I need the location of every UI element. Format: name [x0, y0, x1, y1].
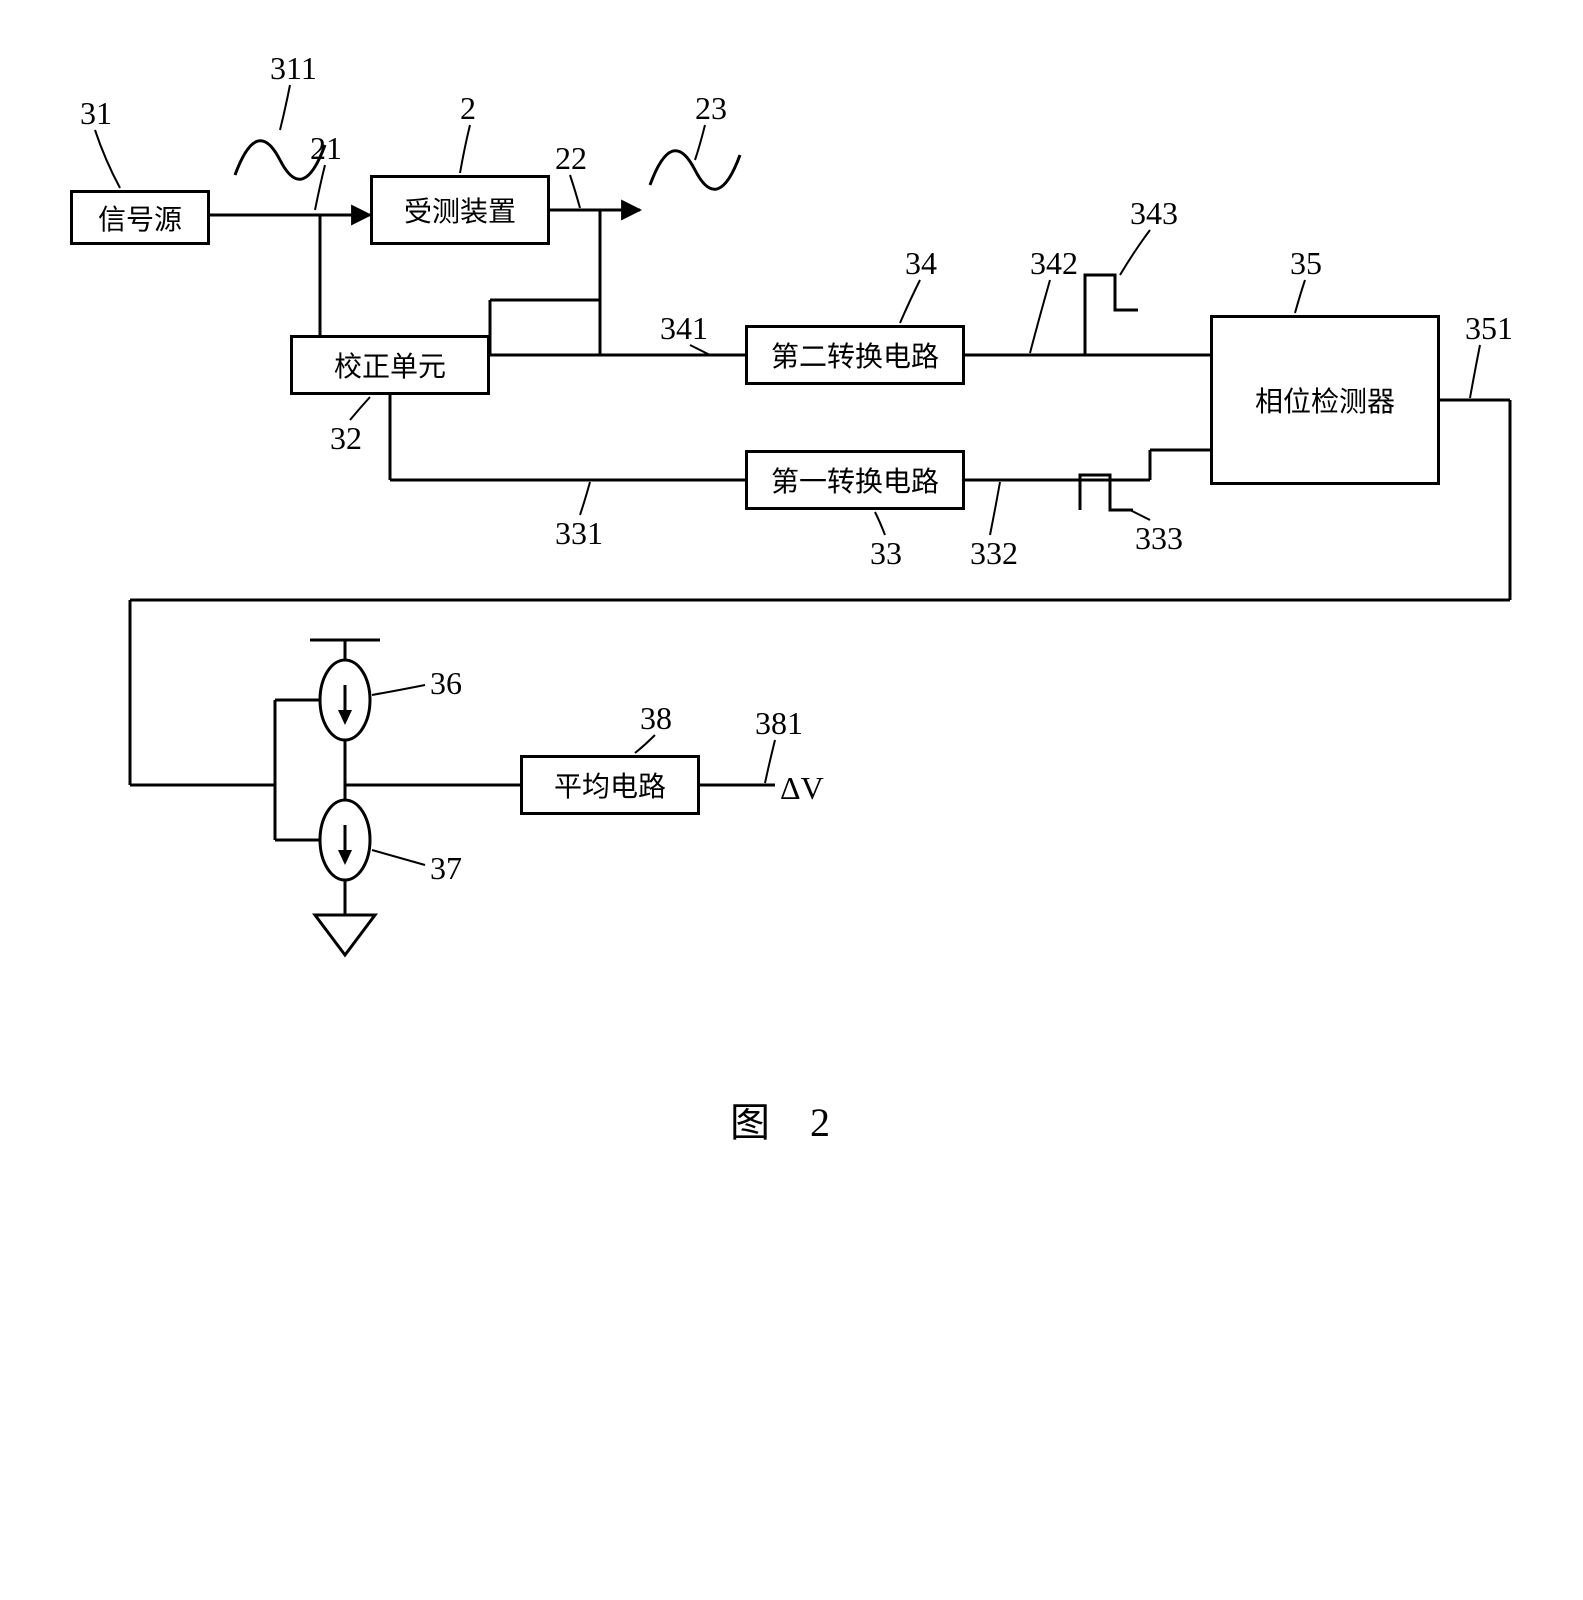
figure-caption: 图 2 [730, 1090, 830, 1148]
leader-342 [1030, 280, 1050, 353]
leader-351 [1470, 345, 1480, 398]
box-avg: 平均电路 [520, 755, 700, 815]
box-conv2: 第二转换电路 [745, 325, 965, 385]
label-381: 381 [755, 705, 803, 742]
leader-381 [765, 740, 775, 783]
leader-32 [350, 397, 370, 420]
label-331: 331 [555, 515, 603, 552]
box-avg-text: 平均电路 [554, 765, 666, 805]
label-33: 33 [870, 535, 902, 572]
label-37: 37 [430, 850, 462, 887]
label-343: 343 [1130, 195, 1178, 232]
leader-34 [900, 280, 920, 323]
box-conv1-text: 第一转换电路 [771, 460, 939, 500]
leader-332 [990, 482, 1000, 535]
leader-2 [460, 125, 470, 173]
label-23: 23 [695, 90, 727, 127]
leader-33 [875, 512, 885, 535]
box-signal-source-text: 信号源 [98, 198, 182, 238]
current-source-37 [320, 800, 370, 880]
current-source-36 [320, 660, 370, 740]
leader-21 [315, 165, 325, 210]
leader-36 [372, 685, 425, 695]
label-341: 341 [660, 310, 708, 347]
label-35: 35 [1290, 245, 1322, 282]
leader-343 [1120, 230, 1150, 275]
leader-22 [570, 175, 580, 208]
diagram-canvas: 信号源 受测装置 校正单元 第二转换电路 第一转换电路 相位检测器 平均电路 3… [0, 0, 1583, 1600]
leader-37 [372, 850, 425, 865]
box-phase-detector: 相位检测器 [1210, 315, 1440, 485]
leader-31 [95, 130, 120, 188]
ground-symbol [315, 915, 375, 955]
box-signal-source: 信号源 [70, 190, 210, 245]
box-conv2-text: 第二转换电路 [771, 335, 939, 375]
sine-wave-23 [650, 151, 740, 190]
leader-331 [580, 482, 590, 515]
label-351: 351 [1465, 310, 1513, 347]
square-wave-343 [1085, 275, 1138, 310]
box-dut: 受测装置 [370, 175, 550, 245]
square-wave-333 [1080, 475, 1133, 510]
label-22: 22 [555, 140, 587, 177]
box-calib: 校正单元 [290, 335, 490, 395]
cs37-arrow-head [338, 850, 352, 865]
box-conv1: 第一转换电路 [745, 450, 965, 510]
box-calib-text: 校正单元 [334, 345, 446, 385]
cs36-arrow-head [338, 710, 352, 725]
box-dut-text: 受测装置 [404, 190, 516, 230]
leader-333 [1130, 510, 1150, 520]
label-342: 342 [1030, 245, 1078, 282]
label-332: 332 [970, 535, 1018, 572]
label-36: 36 [430, 665, 462, 702]
label-2: 2 [460, 90, 476, 127]
leader-35 [1295, 280, 1305, 313]
label-dv: ΔV [780, 770, 824, 807]
label-311: 311 [270, 50, 317, 87]
label-21: 21 [310, 130, 342, 167]
leader-311 [280, 85, 290, 130]
label-333: 333 [1135, 520, 1183, 557]
label-32: 32 [330, 420, 362, 457]
leader-38 [635, 735, 655, 753]
label-31: 31 [80, 95, 112, 132]
label-38: 38 [640, 700, 672, 737]
leader-23 [695, 125, 705, 160]
box-phase-detector-text: 相位检测器 [1255, 380, 1395, 420]
label-34: 34 [905, 245, 937, 282]
